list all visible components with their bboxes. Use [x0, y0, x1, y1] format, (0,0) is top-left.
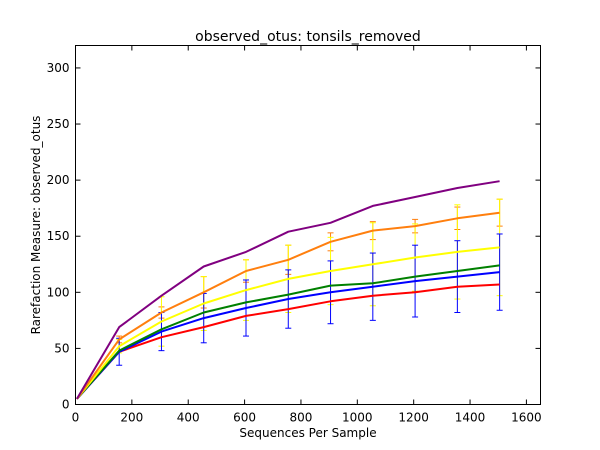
series-line-1: [76, 211, 500, 400]
series-line-5: [76, 283, 500, 400]
series-line-3: [76, 264, 500, 400]
y-tick-label: 0: [62, 398, 70, 412]
x-axis-title: Sequences Per Sample: [239, 426, 376, 440]
y-axis-title: Rarefaction Measure: observed_otus: [29, 116, 43, 335]
y-tick-label: 50: [54, 341, 69, 355]
x-tick-label: 800: [290, 411, 313, 425]
y-tick-label: 100: [47, 285, 70, 299]
x-tick-label: 200: [120, 411, 143, 425]
x-tick-label: 600: [233, 411, 256, 425]
chart-title: observed_otus: tonsils_removed: [195, 29, 421, 45]
x-tick-label: 1200: [398, 411, 429, 425]
series-line-2: [76, 246, 500, 400]
y-tick-label: 300: [47, 61, 70, 75]
series-line-0: [76, 180, 500, 400]
y-tick-label: 250: [47, 117, 70, 131]
plot-frame: [75, 45, 541, 405]
x-tick-label: 1600: [511, 411, 542, 425]
axis-ticks: 0 200 400 600 800 1000 1200 1400 1600 0 50 100 150 20…: [47, 45, 542, 425]
x-tick-label: 0: [72, 411, 80, 425]
series-line-4: [76, 271, 500, 400]
error-bars: [116, 198, 503, 366]
y-tick-label: 150: [47, 229, 70, 243]
x-tick-label: 1400: [455, 411, 486, 425]
x-tick-label: 1000: [342, 411, 373, 425]
series-lines: [76, 180, 500, 400]
y-tick-label: 200: [47, 173, 70, 187]
x-tick-label: 400: [177, 411, 200, 425]
